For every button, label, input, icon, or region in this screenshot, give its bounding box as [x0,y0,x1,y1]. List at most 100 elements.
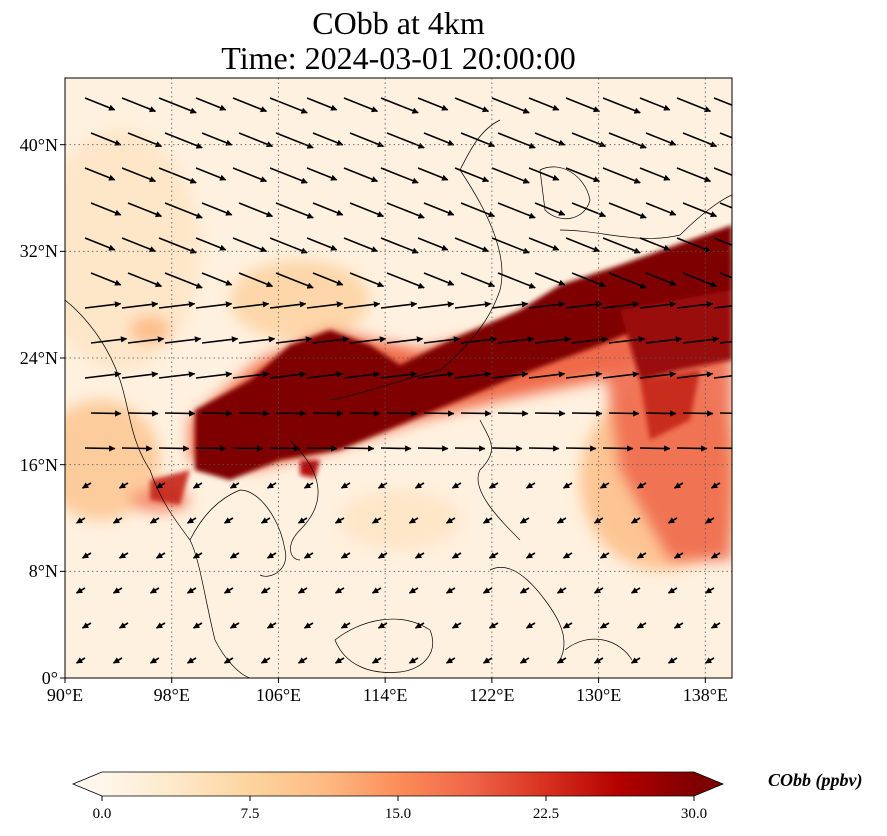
wind-arrow [312,410,344,417]
wind-arrow [645,410,677,417]
wind-arrow [704,587,715,594]
wind-arrow [195,445,227,452]
wind-arrow [269,445,301,452]
wind-arrow [408,517,419,524]
wind-arrow [149,657,160,664]
y-tick-label: 0° [41,668,58,688]
wind-arrow [528,237,560,251]
wind-arrow [673,482,684,489]
wind-arrow [528,371,566,379]
wind-arrow [303,552,314,559]
wind-arrow [90,410,122,417]
wind-arrow [149,587,160,594]
wind-arrow [497,410,529,417]
wind-arrow [719,272,732,279]
colorbar-extend-high [694,772,723,796]
x-tick-label: 138°E [682,685,728,705]
x-tick-label: 130°E [575,685,622,705]
wind-arrow [155,552,166,559]
map-title-line1: CObb at 4km [312,5,485,41]
wind-arrow [164,132,203,149]
wind-arrow [636,552,647,559]
wind-arrow [519,517,530,524]
wind-arrow [127,272,163,288]
wind-arrow [121,167,157,183]
wind-arrow [223,587,234,594]
wind-arrow [719,340,732,344]
wind-arrow [232,445,264,452]
wind-arrow [667,657,678,664]
wind-arrow [565,301,603,309]
x-tick-label: 114°E [362,685,408,705]
wind-arrow [343,167,379,183]
wind-arrow [306,371,344,379]
wind-arrow [195,237,227,251]
wind-arrow [158,237,197,254]
wind-arrow [269,301,307,309]
wind-arrow [349,202,385,218]
wind-arrow [81,482,92,489]
wind-vectors [75,97,732,664]
wind-arrow [343,237,379,253]
wind-arrow [266,622,277,629]
wind-arrow [312,132,344,146]
wind-arrow [602,371,640,379]
wind-arrow [571,336,609,344]
wind-arrow [223,657,234,664]
wind-arrow [497,336,535,344]
wind-arrow [417,445,449,452]
wind-arrow [386,336,424,344]
wind-arrow [710,622,721,629]
wind-arrow [713,447,732,450]
wind-arrow [334,517,345,524]
wind-arrow [519,657,530,664]
colorbar-tick-label: 7.5 [240,806,260,822]
wind-arrow [454,445,486,452]
wind-arrow [636,622,647,629]
wind-arrow [414,622,425,629]
wind-arrow [112,517,123,524]
wind-arrow [306,97,338,111]
wind-arrow [84,237,116,251]
wind-arrow [229,482,240,489]
wind-arrow [269,167,308,184]
wind-arrow [201,272,233,286]
wind-arrow [75,587,86,594]
wind-arrow [164,272,203,289]
wind-arrow [127,336,165,344]
wind-arrow [164,202,203,219]
wind-arrow [195,371,233,379]
wind-arrow [602,97,641,114]
wind-arrow [534,132,566,146]
wind-arrow [673,552,684,559]
wind-arrow [602,301,640,309]
wind-arrow [334,657,345,664]
wind-arrow [713,97,732,107]
colorbar-tick-label: 0.0 [92,806,112,822]
wind-arrow [676,97,712,113]
wind-arrow [75,517,86,524]
wind-arrow [599,622,610,629]
wind-arrow [491,97,530,114]
wind-arrow [525,552,536,559]
wind-arrow [719,202,732,209]
y-tick-label: 40°N [19,134,58,155]
wind-arrow [417,301,455,309]
wind-arrow [676,301,714,309]
wind-arrow [645,336,683,344]
wind-arrow [682,410,714,417]
wind-arrow [266,552,277,559]
wind-arrow [602,167,641,184]
wind-arrow [639,301,677,309]
wind-arrow [275,202,314,219]
cobb-field [65,78,732,678]
wind-arrow [164,410,196,417]
wind-arrow [260,517,271,524]
wind-arrow [417,371,455,379]
wind-arrow [713,237,732,247]
wind-arrow [571,132,607,148]
wind-arrow [158,167,197,184]
wind-arrow [275,410,307,417]
wind-arrow [599,552,610,559]
y-tick-label: 8°N [28,561,58,582]
